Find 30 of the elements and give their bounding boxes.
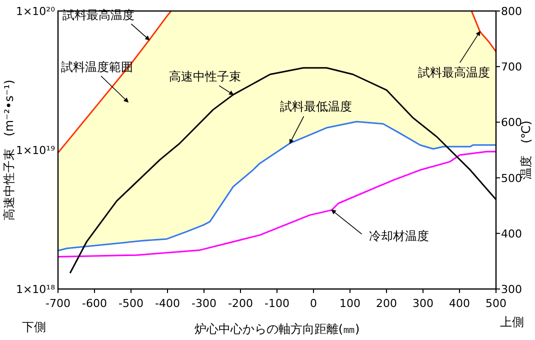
text: 下側 <box>22 320 46 334</box>
series-label: 試料最低温度 <box>280 99 352 114</box>
series-label: 高速中性子束 <box>169 70 242 84</box>
y2-tick-label: 800 <box>501 5 522 18</box>
x-tick-label: 300 <box>412 297 434 310</box>
x-tick-label: -400 <box>155 297 180 310</box>
x-tick-label: -200 <box>228 297 253 310</box>
x-tick-label: -500 <box>118 297 144 310</box>
x-tick-label: 500 <box>486 297 506 310</box>
y-tick-label: 1×10²⁰ <box>16 5 56 18</box>
y-tick-label: 1×10¹⁹ <box>16 144 55 157</box>
x-tick-label: -600 <box>82 297 107 310</box>
x-tick-label: -700 <box>46 297 70 310</box>
y-tick-label: 1×10¹⁸ <box>16 283 56 296</box>
series-label: 試料最高温度 <box>418 66 490 80</box>
y-axis-title: 高速中性子束 (m⁻²•s⁻¹) <box>2 80 16 220</box>
y2-tick-label: 700 <box>501 60 522 74</box>
x-axis-title: 炉心中心からの軸方向距離(㎜) <box>194 322 360 336</box>
y2-tick-label: 400 <box>501 227 522 240</box>
x-tick-label: 100 <box>340 297 360 310</box>
x-tick-label: -300 <box>192 297 216 310</box>
y2-tick-label: 600 <box>501 116 522 130</box>
x-tick-label: 200 <box>376 297 397 310</box>
x-tick-label: 400 <box>449 297 470 310</box>
y2-tick-label: 300 <box>501 283 522 296</box>
y2-tick-label: 500 <box>501 172 522 185</box>
text: 上側 <box>500 315 524 329</box>
text: 冷却材温度 <box>368 229 429 244</box>
x-tick-label: -100 <box>264 297 290 310</box>
x-tick-label: 0 <box>310 297 317 310</box>
